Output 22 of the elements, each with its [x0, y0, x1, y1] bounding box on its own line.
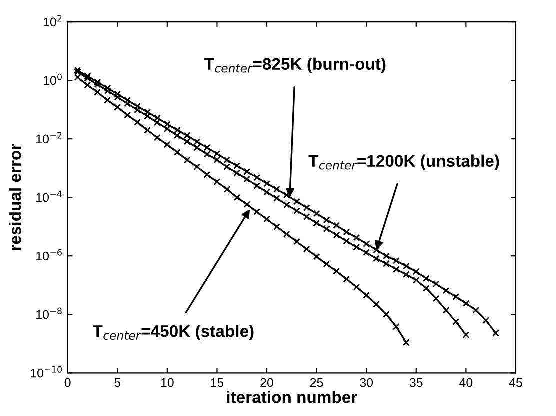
x-tick-label: 20: [260, 378, 274, 388]
y-tick-label: 10$^{−4}$: [36, 190, 62, 202]
annotation: T$_{center}$=450K (stable): [92, 325, 254, 341]
x-tick-label: 30: [360, 378, 374, 388]
x-tick-label: 35: [410, 378, 423, 388]
x-tick-label: 10: [161, 378, 174, 388]
y-tick-label: 10$^{0}$: [44, 74, 62, 86]
y-tick-label: 10$^{−2}$: [36, 132, 62, 144]
x-tick-label: 45: [509, 378, 522, 388]
annotation: T$_{center}$=1200K (unstable): [308, 154, 500, 170]
x-tick-label: 5: [114, 378, 121, 388]
y-tick-label: 10$^{−8}$: [36, 308, 62, 320]
y-tick-label: 10$^{−10}$: [31, 366, 62, 378]
x-tick-label: 40: [460, 378, 473, 388]
annotation: T$_{center}$=825K (burn-out): [204, 58, 386, 74]
y-axis-title: residual error: [9, 144, 22, 250]
y-tick-label: 10$^{−6}$: [36, 249, 62, 261]
y-tick-label: 10$^{2}$: [44, 15, 62, 27]
x-axis-title: iteration number: [227, 391, 358, 404]
x-tick-label: 0: [64, 378, 71, 388]
x-tick-label: 25: [310, 378, 324, 388]
x-tick-label: 15: [211, 378, 224, 388]
